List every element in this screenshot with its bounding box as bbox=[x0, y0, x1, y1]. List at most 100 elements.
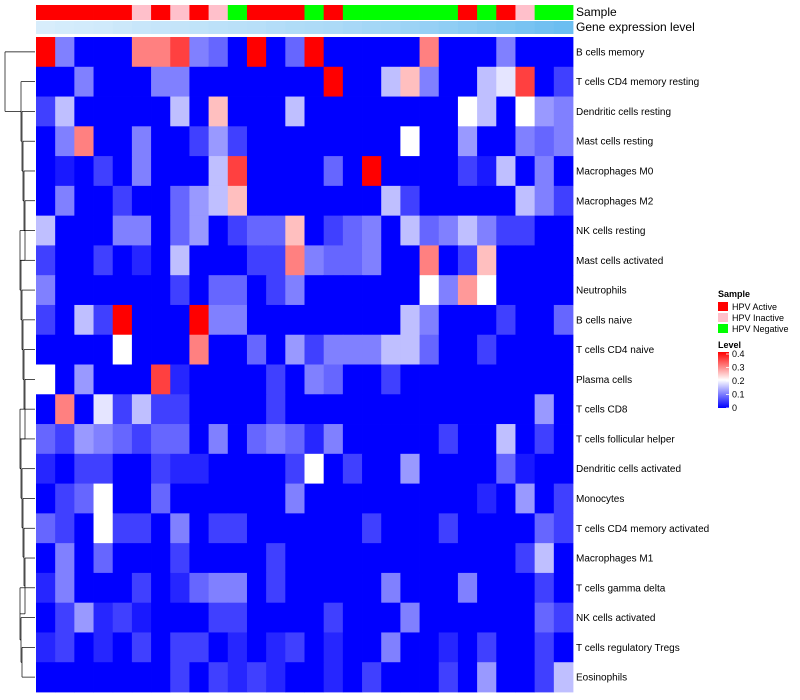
row-label: Macrophages M2 bbox=[576, 196, 654, 207]
heatmap-cell bbox=[515, 632, 536, 663]
heatmap-cell bbox=[55, 334, 75, 365]
expression-annotation-cell bbox=[170, 21, 190, 34]
heatmap-cell bbox=[381, 126, 401, 157]
heatmap-cell bbox=[323, 334, 344, 365]
heatmap-cell bbox=[457, 185, 478, 217]
heatmap-cell bbox=[131, 275, 152, 306]
heatmap-cell bbox=[342, 96, 363, 127]
heatmap-cell bbox=[304, 304, 325, 336]
heatmap-cell bbox=[151, 572, 171, 604]
heatmap-cell bbox=[246, 156, 267, 187]
heatmap-cell bbox=[170, 156, 190, 187]
heatmap-cell bbox=[515, 156, 536, 187]
expression-annotation-cell bbox=[36, 21, 56, 34]
heatmap-cell bbox=[55, 662, 75, 693]
heatmap-cell bbox=[266, 394, 286, 425]
heatmap-cell bbox=[477, 304, 497, 336]
heatmap-cell bbox=[457, 632, 478, 663]
heatmap-cell bbox=[515, 662, 536, 693]
heatmap-cell bbox=[515, 215, 536, 246]
heatmap-cell bbox=[93, 483, 114, 514]
heatmap-cell bbox=[457, 156, 478, 187]
heatmap-cell bbox=[112, 156, 133, 187]
heatmap-cell bbox=[534, 632, 555, 663]
heatmap-cell bbox=[131, 334, 152, 365]
heatmap-cell bbox=[93, 632, 114, 663]
heatmap-cell bbox=[381, 572, 401, 604]
expression-annotation-cell bbox=[400, 21, 420, 34]
heatmap-cell bbox=[419, 453, 440, 484]
heatmap-cell bbox=[534, 513, 555, 544]
heatmap-cell bbox=[112, 364, 133, 395]
sample-legend-swatch bbox=[718, 313, 728, 322]
heatmap-cell bbox=[246, 513, 267, 544]
heatmap-cell bbox=[438, 394, 459, 425]
heatmap-cell bbox=[112, 483, 133, 514]
heatmap-cell bbox=[55, 513, 75, 544]
heatmap-cell bbox=[457, 543, 478, 574]
heatmap-cell bbox=[74, 156, 94, 187]
heatmap-cell bbox=[112, 572, 133, 604]
heatmap-cell bbox=[400, 126, 420, 157]
heatmap-cell bbox=[36, 156, 56, 187]
heatmap-cell bbox=[266, 126, 286, 157]
sample-annotation-label: Sample bbox=[576, 5, 617, 19]
heatmap-cell bbox=[208, 37, 229, 68]
expression-annotation-cell bbox=[246, 21, 267, 34]
row-label: T cells CD4 naive bbox=[576, 345, 655, 356]
heatmap-cell bbox=[55, 453, 75, 484]
heatmap-cell bbox=[400, 394, 420, 425]
heatmap-cell bbox=[208, 394, 229, 425]
heatmap-cell bbox=[534, 483, 555, 514]
heatmap-cell bbox=[534, 543, 555, 574]
heatmap-cell bbox=[170, 424, 190, 455]
heatmap-cell bbox=[227, 96, 248, 127]
heatmap-cell bbox=[151, 126, 171, 157]
heatmap-cell bbox=[323, 513, 344, 544]
heatmap-cell bbox=[534, 215, 555, 246]
heatmap-cell bbox=[285, 156, 305, 187]
sample-annotation-cell bbox=[553, 5, 574, 20]
heatmap-cell bbox=[323, 543, 344, 574]
heatmap-cell bbox=[93, 275, 114, 306]
heatmap-cell bbox=[477, 424, 497, 455]
heatmap-cell bbox=[36, 334, 56, 365]
heatmap-cell bbox=[342, 156, 363, 187]
heatmap-cell bbox=[74, 245, 94, 276]
heatmap-cell bbox=[227, 364, 248, 395]
heatmap-cell bbox=[553, 513, 574, 544]
heatmap-cell bbox=[438, 37, 459, 68]
heatmap-cell bbox=[477, 126, 497, 157]
heatmap-cell bbox=[246, 424, 267, 455]
heatmap-cell bbox=[496, 215, 516, 246]
heatmap-cell bbox=[246, 245, 267, 276]
heatmap-cell bbox=[285, 304, 305, 336]
heatmap-cell bbox=[381, 513, 401, 544]
heatmap-cell bbox=[362, 215, 382, 246]
heatmap-cell bbox=[227, 156, 248, 187]
heatmap-cell bbox=[457, 96, 478, 127]
heatmap-cell bbox=[496, 126, 516, 157]
heatmap-cell bbox=[285, 364, 305, 395]
heatmap-cell bbox=[457, 453, 478, 484]
heatmap-cell bbox=[323, 245, 344, 276]
heatmap-cell bbox=[227, 37, 248, 68]
heatmap-cell bbox=[36, 602, 56, 633]
heatmap-cell bbox=[457, 126, 478, 157]
heatmap-cell bbox=[419, 364, 440, 395]
heatmap-cell bbox=[515, 483, 536, 514]
heatmap-cell bbox=[323, 156, 344, 187]
heatmap-cell bbox=[36, 37, 56, 68]
heatmap-cell bbox=[342, 364, 363, 395]
heatmap-cell bbox=[74, 632, 94, 663]
heatmap-cell bbox=[74, 66, 94, 97]
sample-annotation-cell bbox=[170, 5, 190, 20]
heatmap-cell bbox=[189, 96, 210, 127]
heatmap-cell bbox=[381, 96, 401, 127]
heatmap-cell bbox=[381, 364, 401, 395]
heatmap-cell bbox=[285, 215, 305, 246]
heatmap-cell bbox=[304, 424, 325, 455]
expression-annotation-cell bbox=[515, 21, 536, 34]
heatmap-cell bbox=[553, 96, 574, 127]
heatmap-cell bbox=[438, 513, 459, 544]
